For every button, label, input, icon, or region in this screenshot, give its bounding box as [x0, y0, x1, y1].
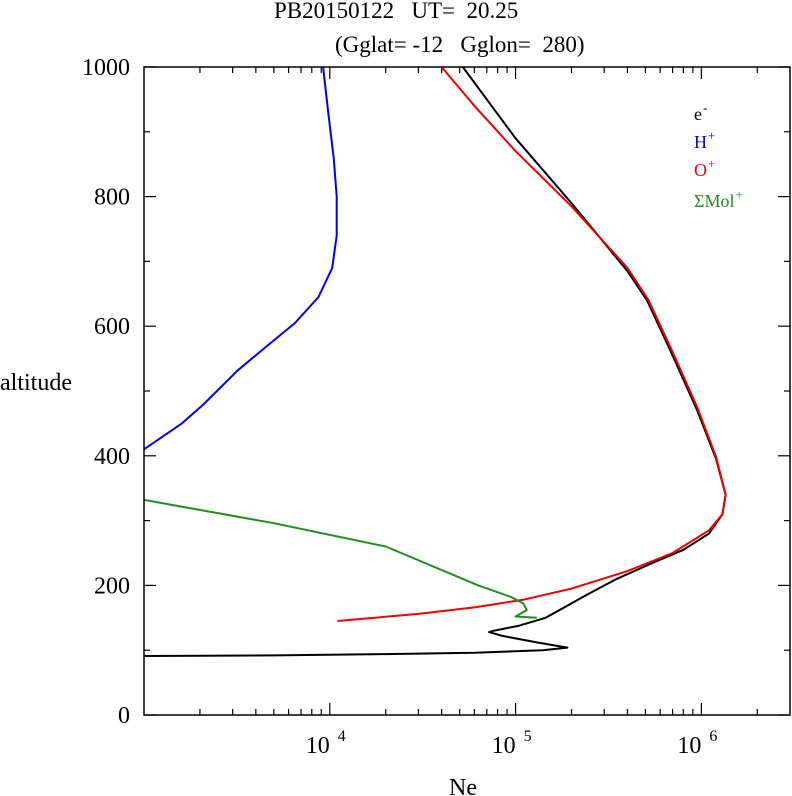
y-tick-label: 600 — [94, 314, 130, 340]
legend-entry-superscript: + — [708, 128, 715, 143]
y-tick-label: 200 — [94, 573, 130, 599]
plot-frame — [143, 66, 791, 716]
legend-entry-superscript: + — [735, 187, 742, 202]
x-tick-label: 10 — [492, 733, 516, 759]
y-tick-label: 0 — [118, 703, 130, 729]
series-line-Hplus — [143, 66, 338, 451]
y-tick-label: 400 — [94, 444, 130, 470]
y-tick-label: 800 — [94, 185, 130, 211]
legend-entry: ΣMol — [694, 191, 734, 211]
x-tick-label: 10 — [677, 733, 701, 759]
x-tick-labels: 10 4 10 5 10 6 — [306, 728, 718, 759]
x-axis-label: Ne — [449, 775, 477, 796]
legend-entry: e — [694, 104, 702, 124]
y-axis-label: altitude — [0, 370, 72, 396]
x-tick-label: 10 — [306, 733, 330, 759]
y-tick-label: 1000 — [82, 55, 130, 81]
x-tick-exponent: 5 — [524, 728, 532, 745]
y-tick-labels: 0 200 400 600 800 1000 — [82, 55, 130, 729]
chart-title: PB20150122 UT= 20.25 — [274, 0, 519, 23]
legend-entry-superscript: + — [708, 156, 715, 171]
x-tick-exponent: 6 — [709, 728, 717, 745]
series-lines — [143, 66, 727, 657]
chart-subtitle: (Gglat= -12 Gglon= 280) — [335, 32, 585, 57]
legend-entry: O — [694, 160, 707, 180]
legend-entry-superscript: - — [703, 100, 707, 115]
legend-entry: H — [694, 132, 707, 152]
series-line-Molplus — [143, 498, 537, 619]
series-line-electron — [143, 66, 727, 657]
x-tick-exponent: 4 — [338, 728, 346, 745]
legend: e -H +O +ΣMol + — [694, 100, 743, 211]
series-line-Oplus — [337, 66, 727, 622]
